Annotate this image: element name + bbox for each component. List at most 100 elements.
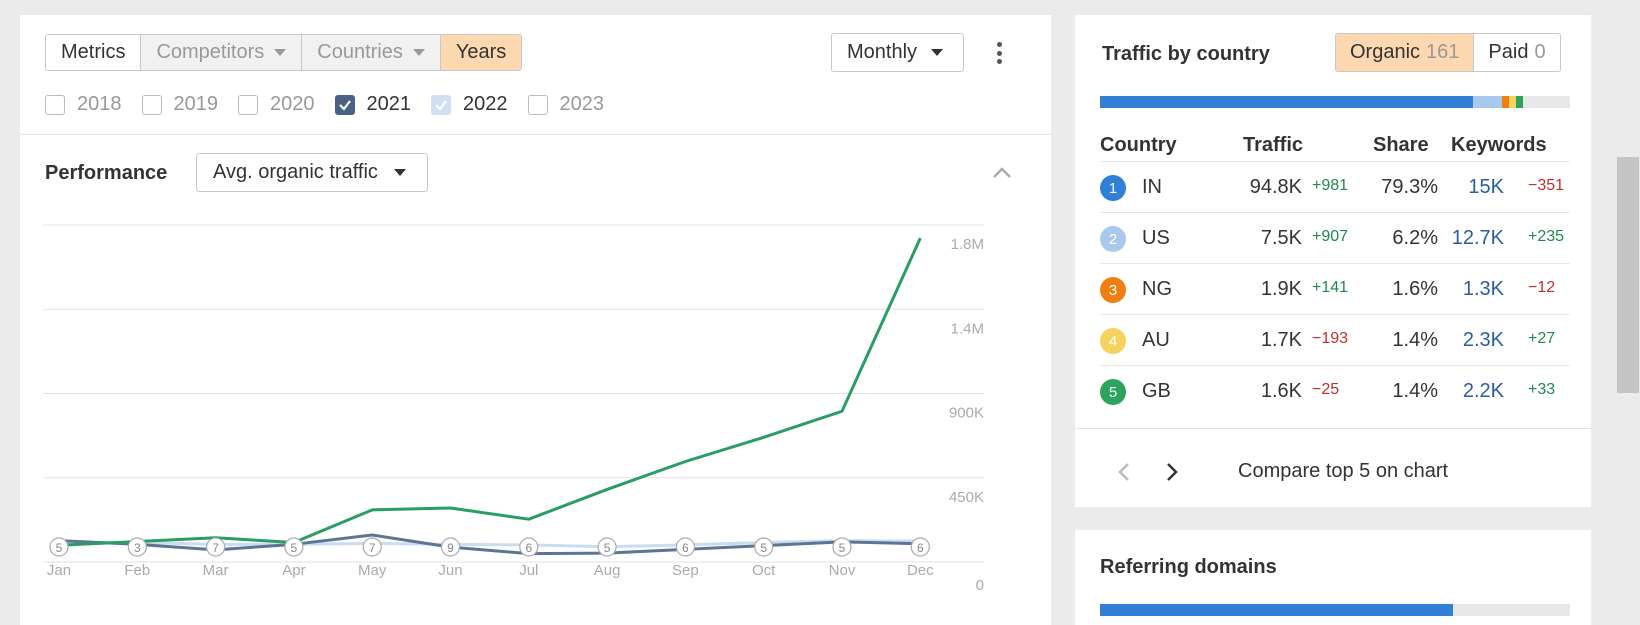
x-tick-label: Jun <box>438 562 462 579</box>
column-header-share[interactable]: Share <box>1373 134 1429 156</box>
checkbox-2020[interactable] <box>238 94 258 115</box>
annotation-count: 6 <box>525 541 532 555</box>
keywords-link[interactable]: 2.3K <box>1462 329 1504 351</box>
interval-value: Monthly <box>847 41 918 63</box>
annotation-marker[interactable] <box>284 537 304 557</box>
interval-select[interactable]: Monthly <box>831 33 964 72</box>
x-tick-label: Jan <box>47 562 71 579</box>
chevron-up-icon[interactable] <box>992 165 1012 179</box>
column-header-keywords[interactable]: Keywords <box>1451 134 1547 156</box>
year-2021[interactable]: 2021 <box>334 93 411 116</box>
keywords-delta: +33 <box>1528 381 1556 398</box>
country-row[interactable]: 1 IN 94.8K +981 79.3% 15K −351 <box>1100 161 1570 213</box>
referring-domains-card: Referring domains <box>1075 530 1591 625</box>
traffic-delta: +981 <box>1312 177 1349 194</box>
x-tick-label: Feb <box>124 562 150 579</box>
annotation-count: 6 <box>917 541 924 555</box>
metric-value: Avg. organic traffic <box>213 161 378 183</box>
country-code[interactable]: GB <box>1142 380 1171 402</box>
country-row[interactable]: 3 NG 1.9K +141 1.6% 1.3K −12 <box>1100 263 1570 315</box>
keywords-link[interactable]: 2.2K <box>1462 380 1504 402</box>
annotation-marker[interactable] <box>754 537 774 557</box>
checkbox-2023[interactable] <box>527 94 548 115</box>
keywords-link[interactable]: 12.7K <box>1451 227 1504 249</box>
annotation-count: 5 <box>760 541 767 555</box>
chevron-right-icon[interactable] <box>1165 462 1179 482</box>
tab-countries[interactable]: Countries <box>302 35 441 70</box>
year-2020[interactable]: 2020 <box>238 93 315 116</box>
checkmark-icon <box>435 99 447 111</box>
chart-mode-tabs: Metrics Competitors Countries Years <box>45 34 523 71</box>
annotation-count: 7 <box>369 541 376 555</box>
metric-select[interactable]: Avg. organic traffic <box>196 153 428 192</box>
divider <box>20 134 1051 135</box>
annotation-marker[interactable] <box>206 537 226 557</box>
country-row[interactable]: 2 US 7.5K +907 6.2% 12.7K +235 <box>1100 212 1570 264</box>
share-segment <box>1100 96 1473 108</box>
country-code[interactable]: NG <box>1142 278 1172 300</box>
annotation-marker[interactable] <box>440 537 461 557</box>
annotation-count: 5 <box>604 541 611 555</box>
country-row[interactable]: 4 AU 1.7K −193 1.4% 2.3K +27 <box>1100 314 1570 366</box>
checkbox-2019[interactable] <box>141 94 162 115</box>
organic-button[interactable]: Organic 161 <box>1336 34 1475 71</box>
year-2023[interactable]: 2023 <box>527 93 604 116</box>
annotation-marker[interactable] <box>675 537 696 557</box>
country-code[interactable]: IN <box>1142 176 1162 198</box>
traffic-value: 1.7K <box>1260 329 1302 351</box>
keywords-delta: +235 <box>1528 228 1565 245</box>
checkbox-2022[interactable] <box>431 94 451 115</box>
traffic-value: 1.6K <box>1260 380 1302 402</box>
share-value: 79.3% <box>1381 176 1438 198</box>
chevron-down-icon <box>274 49 287 56</box>
paid-button[interactable]: Paid 0 <box>1474 34 1559 71</box>
annotation-marker[interactable] <box>832 537 852 557</box>
keywords-delta: −12 <box>1528 279 1556 296</box>
annotation-marker[interactable] <box>49 537 69 557</box>
traffic-by-country-card: Traffic by country Organic 161 Paid 0 Coun… <box>1075 15 1591 507</box>
year-label: 2019 <box>173 93 219 115</box>
x-tick-label: Oct <box>752 562 776 579</box>
tab-metrics[interactable]: Metrics <box>46 35 142 70</box>
performance-title: Performance <box>45 162 168 184</box>
checkbox-2018[interactable] <box>45 94 65 115</box>
column-header-traffic[interactable]: Traffic <box>1243 134 1304 156</box>
keywords-link[interactable]: 15K <box>1468 176 1504 198</box>
year-checkboxes: 2018 2019 2020 2021 2022 2023 <box>45 93 624 116</box>
share-value: 1.4% <box>1392 329 1438 351</box>
country-code[interactable]: US <box>1142 227 1170 249</box>
keywords-link[interactable]: 1.3K <box>1462 278 1504 300</box>
tab-countries-label: Countries <box>317 41 403 63</box>
country-row[interactable]: 5 GB 1.6K −25 1.4% 2.2K +33 <box>1100 365 1570 417</box>
x-tick-label: Nov <box>829 562 856 579</box>
annotation-count: 5 <box>291 541 298 555</box>
series-line <box>58 237 922 547</box>
annotation-count: 7 <box>212 541 219 555</box>
chevron-left-icon[interactable] <box>1117 462 1131 482</box>
y-tick-label: 1.8M <box>951 236 984 253</box>
year-2019[interactable]: 2019 <box>141 93 219 116</box>
series-line <box>58 533 921 556</box>
annotation-marker[interactable] <box>519 537 539 557</box>
annotation-marker[interactable] <box>597 537 617 557</box>
keywords-delta: +27 <box>1528 330 1556 347</box>
share-value: 6.2% <box>1392 227 1438 249</box>
share-segment <box>1501 96 1510 108</box>
y-tick-label: 900K <box>949 405 984 422</box>
traffic-delta: +907 <box>1312 228 1349 245</box>
tab-years[interactable]: Years <box>440 35 522 70</box>
traffic-value: 1.9K <box>1260 278 1302 300</box>
checkbox-2021[interactable] <box>334 94 355 115</box>
annotation-marker[interactable] <box>910 537 930 557</box>
column-header-country[interactable]: Country <box>1100 134 1177 156</box>
compare-top5-link[interactable]: Compare top 5 on chart <box>1238 460 1449 482</box>
year-2022[interactable]: 2022 <box>431 93 508 116</box>
annotation-marker[interactable] <box>362 537 382 557</box>
card-title: Referring domains <box>1100 556 1277 578</box>
annotation-marker[interactable] <box>127 537 147 557</box>
tab-competitors[interactable]: Competitors <box>141 35 303 70</box>
more-options-icon[interactable] <box>989 39 1009 67</box>
page-scrollbar[interactable] <box>1617 157 1639 393</box>
year-2018[interactable]: 2018 <box>45 93 122 116</box>
country-code[interactable]: AU <box>1142 329 1170 351</box>
